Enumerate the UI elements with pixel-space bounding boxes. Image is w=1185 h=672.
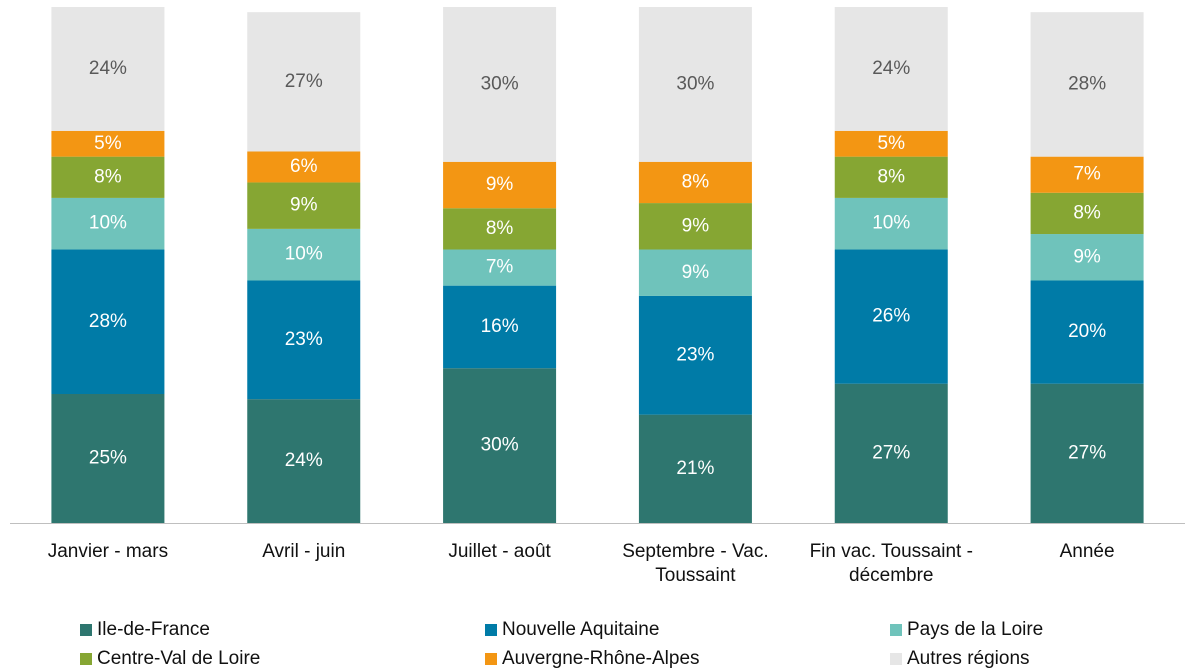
data-label: 9% bbox=[290, 195, 318, 216]
data-label: 21% bbox=[676, 458, 714, 479]
bar-segment bbox=[834, 7, 948, 131]
data-label: 7% bbox=[486, 257, 514, 278]
legend-swatch bbox=[80, 653, 92, 665]
data-label: 10% bbox=[872, 213, 910, 234]
data-label: 6% bbox=[290, 156, 318, 177]
data-label: 30% bbox=[676, 73, 714, 94]
legend-label: Ile-de-France bbox=[97, 619, 210, 640]
data-label: 8% bbox=[94, 166, 122, 187]
data-label: 8% bbox=[486, 218, 514, 239]
bar-segment bbox=[834, 383, 948, 523]
bar-segment bbox=[638, 161, 752, 204]
data-label: 5% bbox=[878, 133, 906, 154]
data-label: 8% bbox=[1073, 202, 1101, 223]
bar-segment bbox=[834, 130, 948, 157]
data-label: 9% bbox=[682, 262, 710, 283]
legend-item: Nouvelle Aquitaine bbox=[485, 619, 659, 641]
legend-swatch bbox=[80, 624, 92, 636]
bar-segment bbox=[1030, 12, 1144, 157]
data-label: 20% bbox=[1068, 321, 1106, 342]
bar-segment bbox=[443, 249, 557, 286]
data-label: 9% bbox=[486, 174, 514, 195]
bar-segment bbox=[247, 399, 361, 523]
bar-segment bbox=[51, 394, 165, 523]
x-tick-label: Fin vac. Toussaint - décembre bbox=[809, 541, 973, 586]
bar-segment bbox=[443, 7, 557, 162]
x-tick-label: Janvier - mars bbox=[47, 541, 169, 562]
bar-segment bbox=[443, 368, 557, 523]
bar-segment bbox=[443, 285, 557, 369]
legend-swatch bbox=[890, 624, 902, 636]
data-label: 8% bbox=[878, 166, 906, 187]
legend-label: Auvergne-Rhône-Alpes bbox=[502, 648, 700, 669]
bar-segment bbox=[1030, 192, 1144, 235]
data-label: 5% bbox=[94, 133, 122, 154]
legend-swatch bbox=[890, 653, 902, 665]
legend-swatch bbox=[485, 653, 497, 665]
bar-segment bbox=[247, 280, 361, 400]
data-label: 23% bbox=[285, 329, 323, 350]
data-label: 9% bbox=[682, 215, 710, 236]
legend-item: Auvergne-Rhône-Alpes bbox=[485, 648, 700, 670]
bar-segment bbox=[51, 249, 165, 394]
data-label: 10% bbox=[89, 213, 127, 234]
data-label: 30% bbox=[481, 435, 519, 456]
bar-segment bbox=[51, 130, 165, 157]
bar-segment bbox=[1030, 234, 1144, 281]
data-label: 27% bbox=[285, 71, 323, 92]
x-tick-label: Avril - juin bbox=[262, 541, 346, 562]
data-label: 24% bbox=[872, 58, 910, 79]
bar-segment bbox=[247, 228, 361, 281]
bar-segment bbox=[1030, 156, 1144, 193]
x-tick-label: Année bbox=[1059, 541, 1115, 562]
data-label: 28% bbox=[89, 311, 127, 332]
x-tick-label: Septembre - Vac. Toussaint bbox=[622, 541, 769, 586]
data-label: 28% bbox=[1068, 73, 1106, 94]
bar-segment bbox=[638, 203, 752, 250]
bar-segment bbox=[638, 414, 752, 523]
data-label: 26% bbox=[872, 306, 910, 327]
legend-item: Autres régions bbox=[890, 648, 1030, 670]
bar-segment bbox=[834, 156, 948, 198]
bar-segment bbox=[443, 161, 557, 209]
data-label: 25% bbox=[89, 448, 127, 469]
legend-item: Pays de la Loire bbox=[890, 619, 1043, 641]
bar-segment bbox=[247, 12, 361, 152]
legend-label: Pays de la Loire bbox=[907, 619, 1044, 640]
bar-segment bbox=[1030, 280, 1144, 384]
data-label: 24% bbox=[89, 58, 127, 79]
legend-item: Centre-Val de Loire bbox=[80, 648, 260, 670]
bar-segment bbox=[247, 151, 361, 183]
bar-segment bbox=[638, 7, 752, 162]
legend-label: Centre-Val de Loire bbox=[97, 648, 261, 669]
data-label: 7% bbox=[1073, 164, 1101, 185]
bar-segment bbox=[834, 197, 948, 250]
bar-segment bbox=[1030, 383, 1144, 523]
data-label: 8% bbox=[682, 171, 710, 192]
x-tick-label: Juillet - août bbox=[448, 541, 551, 562]
legend-label: Autres régions bbox=[907, 648, 1030, 669]
data-label: 9% bbox=[1073, 246, 1101, 267]
data-label: 27% bbox=[872, 442, 910, 463]
data-label: 10% bbox=[285, 244, 323, 265]
legend-swatch bbox=[485, 624, 497, 636]
data-label: 16% bbox=[481, 316, 519, 337]
bar-segment bbox=[638, 295, 752, 415]
bar-segment bbox=[51, 197, 165, 250]
data-label: 30% bbox=[481, 73, 519, 94]
legend-label: Nouvelle Aquitaine bbox=[502, 619, 660, 640]
bar-segment bbox=[834, 249, 948, 384]
bar-segment bbox=[638, 249, 752, 296]
bar-segment bbox=[443, 208, 557, 250]
data-label: 23% bbox=[676, 344, 714, 365]
data-label: 27% bbox=[1068, 442, 1106, 463]
data-label: 24% bbox=[285, 450, 323, 471]
bar-segment bbox=[51, 7, 165, 131]
bar-segment bbox=[247, 182, 361, 229]
bar-segment bbox=[51, 156, 165, 198]
legend-item: Ile-de-France bbox=[80, 619, 210, 641]
